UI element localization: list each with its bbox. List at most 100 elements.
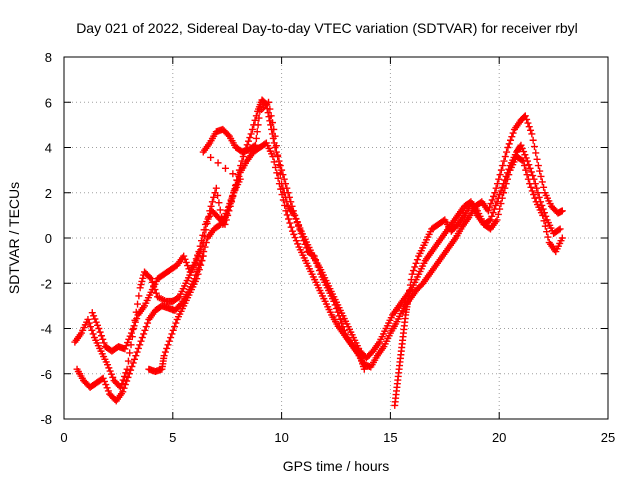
- data-point: [287, 223, 295, 231]
- data-point: [278, 180, 286, 188]
- data-point: [168, 330, 176, 338]
- data-point: [107, 370, 115, 378]
- data-point: [556, 225, 564, 233]
- data-point: [198, 257, 206, 265]
- data-point: [117, 383, 125, 391]
- data-point: [124, 339, 132, 347]
- data-point: [104, 387, 112, 395]
- data-point: [501, 184, 509, 192]
- data-point: [495, 175, 503, 183]
- data-point: [524, 119, 532, 127]
- y-tick-label: 6: [45, 95, 52, 110]
- data-point: [539, 211, 547, 219]
- data-point: [169, 326, 177, 334]
- data-point: [530, 191, 538, 199]
- data-point: [540, 217, 548, 225]
- data-marks: [71, 96, 566, 409]
- data-point: [280, 189, 288, 197]
- data-point: [100, 377, 108, 385]
- y-tick-label: 4: [45, 141, 52, 156]
- data-point: [94, 321, 102, 329]
- axes-ticks: 0 5 10 15 20 25 -8 -6 -4 -2 0 2 4 6 8: [40, 50, 615, 445]
- data-point: [503, 175, 511, 183]
- y-tick-label: -8: [40, 412, 52, 427]
- data-point: [520, 162, 528, 170]
- data-point: [275, 161, 283, 169]
- data-point: [489, 209, 497, 217]
- y-tick-label: -2: [40, 276, 52, 291]
- data-point: [92, 318, 100, 326]
- data-point: [95, 325, 103, 332]
- data-point: [527, 183, 535, 191]
- data-point: [132, 352, 140, 360]
- data-point: [133, 348, 141, 356]
- data-point: [336, 315, 344, 323]
- data-point: [342, 330, 350, 338]
- data-point: [315, 267, 323, 275]
- data-point: [283, 198, 291, 206]
- data-point: [96, 328, 104, 336]
- data-point: [493, 198, 501, 206]
- data-point: [532, 149, 540, 157]
- data-point: [301, 240, 309, 248]
- data-point: [171, 323, 179, 331]
- data-point: [146, 273, 154, 281]
- data-point: [293, 219, 301, 227]
- data-point: [88, 309, 96, 317]
- data-point: [286, 219, 294, 227]
- data-point: [252, 134, 260, 142]
- data-point: [99, 335, 107, 343]
- data-point: [411, 263, 419, 271]
- data-point: [104, 361, 112, 369]
- data-point: [283, 211, 291, 219]
- y-tick-label: -6: [40, 367, 52, 382]
- data-point: [229, 170, 237, 178]
- data-point: [163, 344, 171, 352]
- data-point: [134, 300, 142, 308]
- data-point: [140, 330, 148, 338]
- data-point: [126, 349, 134, 357]
- y-tick-label: 2: [45, 186, 52, 201]
- data-point: [216, 206, 224, 214]
- data-point: [215, 199, 223, 207]
- data-point: [133, 315, 141, 323]
- data-point: [523, 171, 531, 179]
- data-point: [331, 301, 339, 309]
- data-point: [276, 162, 284, 170]
- data-point: [264, 109, 272, 117]
- data-point: [268, 119, 276, 127]
- data-point: [219, 220, 227, 228]
- data-point: [309, 251, 317, 259]
- data-series: [145, 153, 566, 409]
- data-point: [291, 234, 299, 242]
- data-point: [405, 292, 413, 300]
- data-point: [99, 374, 107, 382]
- data-point: [294, 240, 302, 248]
- data-point: [488, 196, 496, 204]
- data-point: [106, 367, 114, 375]
- data-point: [300, 237, 308, 245]
- data-point: [198, 242, 206, 250]
- data-point: [127, 366, 135, 374]
- data-point: [498, 194, 506, 202]
- x-tick-label: 5: [169, 430, 176, 445]
- data-point: [279, 184, 287, 192]
- data-point: [137, 337, 145, 345]
- data-point: [131, 355, 139, 363]
- data-point: [509, 129, 517, 137]
- data-point: [84, 315, 92, 323]
- data-point: [91, 315, 99, 323]
- data-point: [103, 384, 111, 392]
- data-point: [236, 175, 244, 183]
- data-point: [412, 259, 420, 267]
- x-tick-label: 25: [601, 430, 615, 445]
- data-point: [124, 357, 132, 365]
- data-point: [533, 155, 541, 163]
- data-point: [507, 136, 515, 144]
- data-point: [120, 384, 128, 392]
- data-point: [497, 166, 505, 174]
- data-point: [334, 308, 342, 316]
- data-point: [330, 297, 338, 305]
- y-tick-label: 0: [45, 231, 52, 246]
- data-point: [138, 334, 146, 342]
